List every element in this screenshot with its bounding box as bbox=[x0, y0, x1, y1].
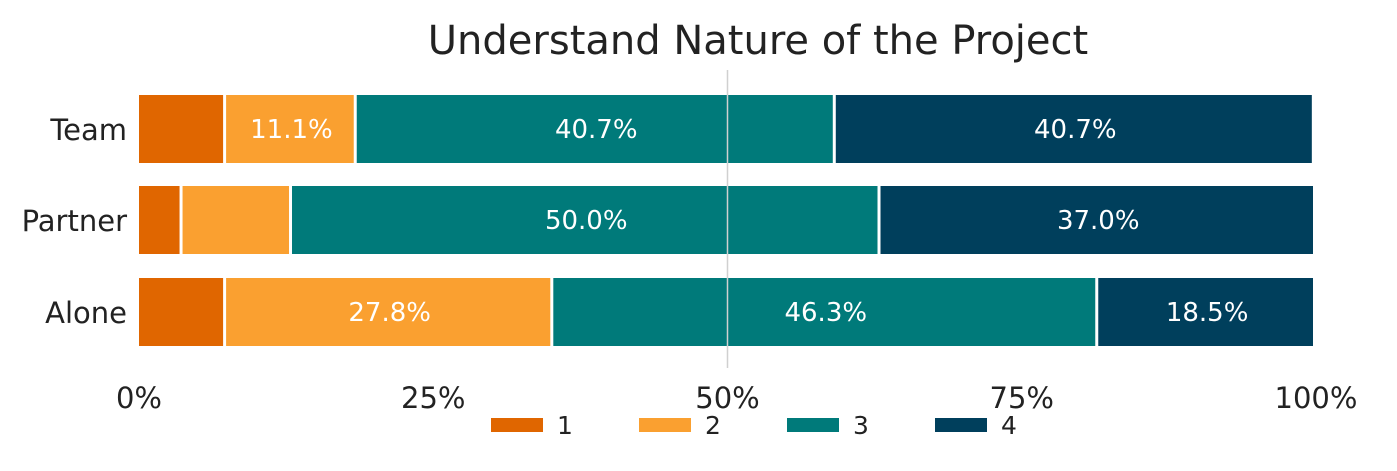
legend-swatch-series-1 bbox=[491, 418, 543, 432]
legend-label-series-1: 1 bbox=[557, 411, 573, 440]
bar-alone-series-3 bbox=[553, 278, 1096, 346]
bar-team-series-1 bbox=[139, 95, 224, 163]
category-labels-group: Team Partner Alone bbox=[22, 113, 127, 330]
legend-swatch-series-2 bbox=[639, 418, 691, 432]
data-label-alone-series-4: 18.5% bbox=[1166, 298, 1249, 328]
data-label-alone-series-3: 46.3% bbox=[784, 298, 867, 328]
legend-label-series-4: 4 bbox=[1001, 411, 1017, 440]
bar-team-series-3 bbox=[356, 95, 833, 163]
legend: 1 2 3 4 bbox=[491, 411, 1017, 440]
chart-title: Understand Nature of the Project bbox=[428, 18, 1088, 64]
bar-team-series-4 bbox=[835, 95, 1312, 163]
bar-partner-series-4 bbox=[880, 186, 1313, 254]
data-label-partner-series-3: 50.0% bbox=[545, 206, 628, 236]
x-tick-label: 100% bbox=[1275, 381, 1358, 415]
legend-swatch-series-3 bbox=[787, 418, 839, 432]
data-label-partner-series-4: 37.0% bbox=[1057, 206, 1140, 236]
x-tick-label: 0% bbox=[116, 381, 162, 415]
bar-alone-series-1 bbox=[139, 278, 224, 346]
data-label-alone-series-2: 27.8% bbox=[348, 298, 431, 328]
data-label-team-series-2: 11.1% bbox=[250, 115, 333, 145]
bar-partner-series-2 bbox=[182, 186, 290, 254]
x-tick-label: 25% bbox=[401, 381, 465, 415]
bar-alone-series-2 bbox=[226, 278, 551, 346]
bar-partner-series-3 bbox=[292, 186, 878, 254]
bar-partner-series-1 bbox=[139, 186, 180, 254]
x-tick-label: 75% bbox=[990, 381, 1054, 415]
legend-swatch-series-4 bbox=[935, 418, 987, 432]
bar-team-series-2 bbox=[226, 95, 354, 163]
category-label-partner: Partner bbox=[22, 204, 127, 238]
category-label-alone: Alone bbox=[45, 296, 127, 330]
category-label-team: Team bbox=[49, 113, 127, 147]
data-label-team-series-4: 40.7% bbox=[1034, 115, 1117, 145]
segment-labels-group: 11.1% 40.7% 40.7% 50.0% 37.0% 27.8% 46.3% 18.5% bbox=[250, 115, 1248, 328]
x-tick-labels-group: 0% 25% 50% 75% 100% bbox=[116, 381, 1357, 415]
bars-group bbox=[139, 95, 1313, 346]
x-tick-label: 50% bbox=[695, 381, 759, 415]
data-label-team-series-3: 40.7% bbox=[555, 115, 638, 145]
bar-alone-series-4 bbox=[1098, 278, 1313, 346]
legend-label-series-3: 3 bbox=[853, 411, 869, 440]
legend-label-series-2: 2 bbox=[705, 411, 721, 440]
